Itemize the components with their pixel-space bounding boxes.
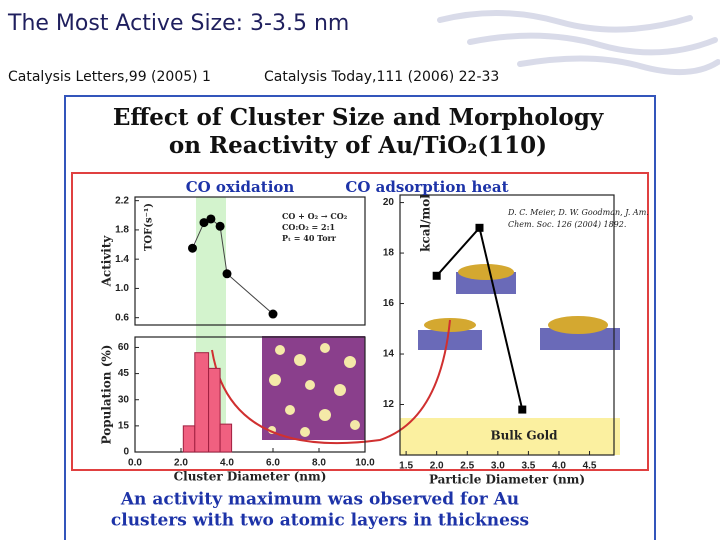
plot-frame: [134, 336, 366, 453]
data-point: [215, 221, 225, 231]
x-tick-label: 1.5: [399, 461, 413, 472]
y-tick-label: 0.6: [115, 312, 129, 323]
x-tick-label: 2.0: [430, 461, 444, 472]
figure-footer: clusters with two atomic layers in thick…: [111, 511, 529, 531]
slide-title: The Most Active Size: 3-3.5 nm: [7, 11, 349, 36]
condition-note: CO:O₂ = 2:1: [282, 222, 335, 232]
data-point: [475, 223, 484, 232]
citation: D. C. Meier, D. W. Goodman, J. Am.: [507, 208, 649, 217]
figure-heading: Effect of Cluster Size and Morphology: [113, 104, 604, 131]
y-tick-label: 15: [118, 421, 130, 432]
x-axis-label: Particle Diameter (nm): [429, 473, 585, 487]
y-tick-label: 18: [383, 248, 395, 259]
afm-image: [262, 336, 365, 440]
citation: Chem. Soc. 126 (2004) 1892.: [508, 220, 626, 229]
histogram-bar: [219, 423, 233, 453]
y-tick-label: 16: [383, 298, 395, 309]
x-tick-label: 4.0: [552, 461, 566, 472]
plot-frame: [134, 196, 366, 326]
y-tick-label: 14: [383, 349, 395, 360]
y-axis-label: Activity: [100, 235, 114, 288]
connector-arrow: [211, 319, 451, 444]
figure-frame: [64, 95, 656, 540]
x-tick-label: 0.0: [128, 458, 142, 469]
figure-heading: on Reactivity of Au/TiO₂(110): [169, 132, 547, 159]
figure-footer: An activity maximum was observed for Au: [120, 490, 519, 510]
data-point: [188, 243, 197, 253]
bulk-gold-region: [400, 418, 620, 455]
y2-axis-label: TOF(s⁻¹): [144, 203, 155, 251]
y-tick-label: 1.0: [115, 283, 129, 294]
data-point: [268, 309, 278, 319]
y-tick-label: 1.4: [115, 254, 129, 265]
x-tick-label: 8.0: [312, 458, 326, 469]
charts: CO oxidation 0.6 1.0 1.4 1.8 2.2 Activity TOF(s…: [100, 178, 649, 487]
plot-frame: [399, 194, 615, 456]
x-tick-label: 2.0: [174, 458, 188, 469]
cluster-model: [418, 264, 620, 350]
y-tick-label: 30: [118, 394, 130, 405]
x-tick-label: 2.5: [460, 461, 474, 472]
y-tick-label: 45: [118, 368, 130, 379]
x-tick-label: 10.0: [355, 458, 375, 469]
highlight-box: [71, 172, 649, 471]
x-tick-label: 3.0: [491, 461, 505, 472]
data-point: [199, 218, 209, 228]
x-tick-label: 3.5: [521, 461, 535, 472]
trend-line: [192, 218, 274, 315]
x-tick-label: 6.0: [266, 458, 280, 469]
data-point: [222, 269, 232, 279]
chart-title: CO oxidation: [186, 178, 295, 196]
x-tick-label: 4.5: [583, 461, 597, 472]
decoration: [437, 10, 720, 76]
histogram-bar: [194, 352, 210, 453]
y-tick-label: 1.8: [115, 225, 129, 236]
reference: Catalysis Today,111 (2006) 22-33: [264, 69, 499, 85]
y-tick-label: 2.2: [115, 195, 129, 206]
chart-title: CO adsorption heat: [345, 178, 508, 196]
y-axis-label: Population (%): [100, 345, 114, 445]
x-axis-label: Cluster Diameter (nm): [174, 470, 327, 484]
annotation: Bulk Gold: [490, 429, 558, 443]
y-tick-label: 12: [383, 399, 395, 410]
y-tick-label: 60: [118, 342, 130, 353]
data-point: [206, 214, 216, 224]
condition-note: CO + O₂ → CO₂: [282, 211, 348, 221]
data-point: [518, 405, 527, 414]
reference: Catalysis Letters,99 (2005) 1: [8, 69, 211, 85]
y-tick-label: 20: [383, 197, 395, 208]
histogram-bar: [208, 367, 221, 453]
data-point: [432, 271, 441, 280]
condition-note: Pₜ = 40 Torr: [282, 233, 337, 243]
y-tick-label: 0: [123, 447, 129, 458]
y-axis-label: kcal/mol: [419, 194, 433, 252]
histogram-bar: [182, 425, 196, 453]
x-tick-label: 4.0: [220, 458, 234, 469]
